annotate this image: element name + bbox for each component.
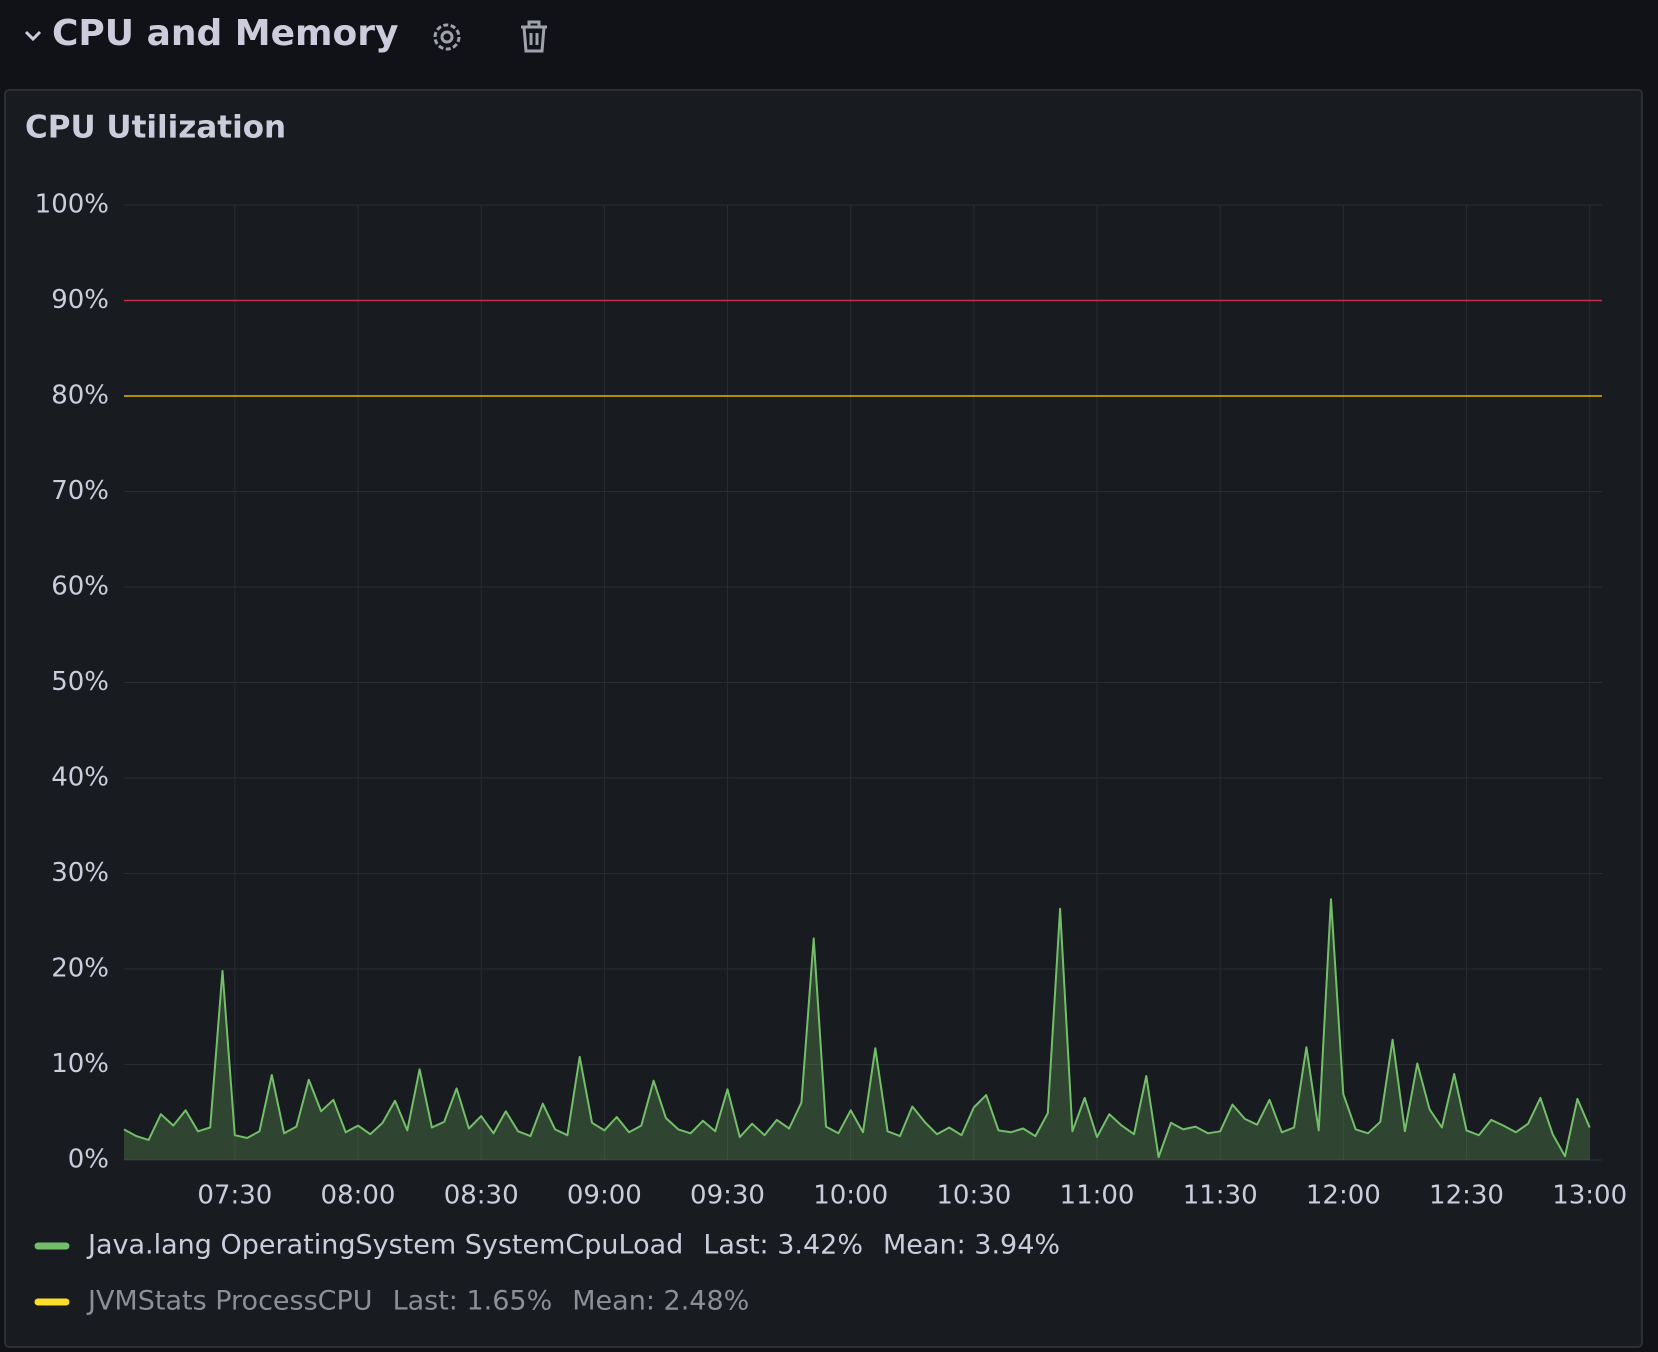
y-tick-label: 10% <box>51 1049 109 1079</box>
x-tick-label: 10:30 <box>936 1181 1011 1211</box>
x-tick-label: 10:00 <box>813 1181 888 1211</box>
x-tick-label: 11:30 <box>1183 1181 1258 1211</box>
delete-icon[interactable] <box>521 20 547 53</box>
y-tick-label: 50% <box>51 667 109 697</box>
y-tick-label: 40% <box>51 763 109 793</box>
y-tick-label: 60% <box>51 572 109 602</box>
legend-last-label: Last: 1.65% <box>393 1286 553 1317</box>
y-tick-label: 0% <box>68 1145 109 1175</box>
row-title[interactable]: CPU and Memory <box>52 13 399 54</box>
y-tick-label: 30% <box>51 858 109 888</box>
y-tick-label: 100% <box>35 190 109 220</box>
x-tick-label: 09:00 <box>567 1181 642 1211</box>
collapse-icon[interactable] <box>24 30 42 42</box>
legend-mean-label: Mean: 3.94% <box>883 1230 1060 1261</box>
settings-icon[interactable] <box>433 23 461 51</box>
legend-item[interactable]: JVMStats ProcessCPU Last: 1.65% Mean: 2.48… <box>34 1286 749 1317</box>
legend-name: JVMStats ProcessCPU <box>86 1286 373 1317</box>
x-tick-label: 12:30 <box>1429 1181 1504 1211</box>
y-tick-label: 20% <box>51 954 109 984</box>
x-tick-label: 08:00 <box>321 1181 396 1211</box>
y-tick-label: 70% <box>51 476 109 506</box>
x-tick-label: 13:00 <box>1552 1181 1627 1211</box>
row-header: CPU and Memory <box>24 13 547 54</box>
panel-title: CPU Utilization <box>25 110 286 146</box>
legend-name: Java.lang OperatingSystem SystemCpuLoad <box>86 1230 683 1261</box>
series-line <box>123 898 1591 1159</box>
legend-last-label: Last: 3.42% <box>703 1230 863 1261</box>
x-tick-label: 11:00 <box>1060 1181 1135 1211</box>
y-tick-label: 80% <box>51 381 109 411</box>
x-tick-label: 07:30 <box>197 1181 272 1211</box>
series-area <box>124 899 1590 1160</box>
y-tick-label: 90% <box>51 285 109 315</box>
legend-item[interactable]: Java.lang OperatingSystem SystemCpuLoad L… <box>34 1230 1060 1261</box>
x-tick-label: 09:30 <box>690 1181 765 1211</box>
panel <box>4 89 1643 1348</box>
x-tick-label: 08:30 <box>444 1181 519 1211</box>
x-tick-label: 12:00 <box>1306 1181 1381 1211</box>
legend-mean-label: Mean: 2.48% <box>572 1286 749 1317</box>
